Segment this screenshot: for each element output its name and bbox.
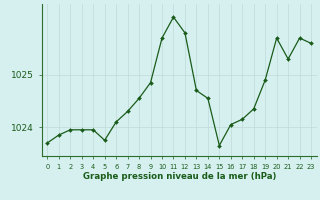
X-axis label: Graphe pression niveau de la mer (hPa): Graphe pression niveau de la mer (hPa) [83,172,276,181]
